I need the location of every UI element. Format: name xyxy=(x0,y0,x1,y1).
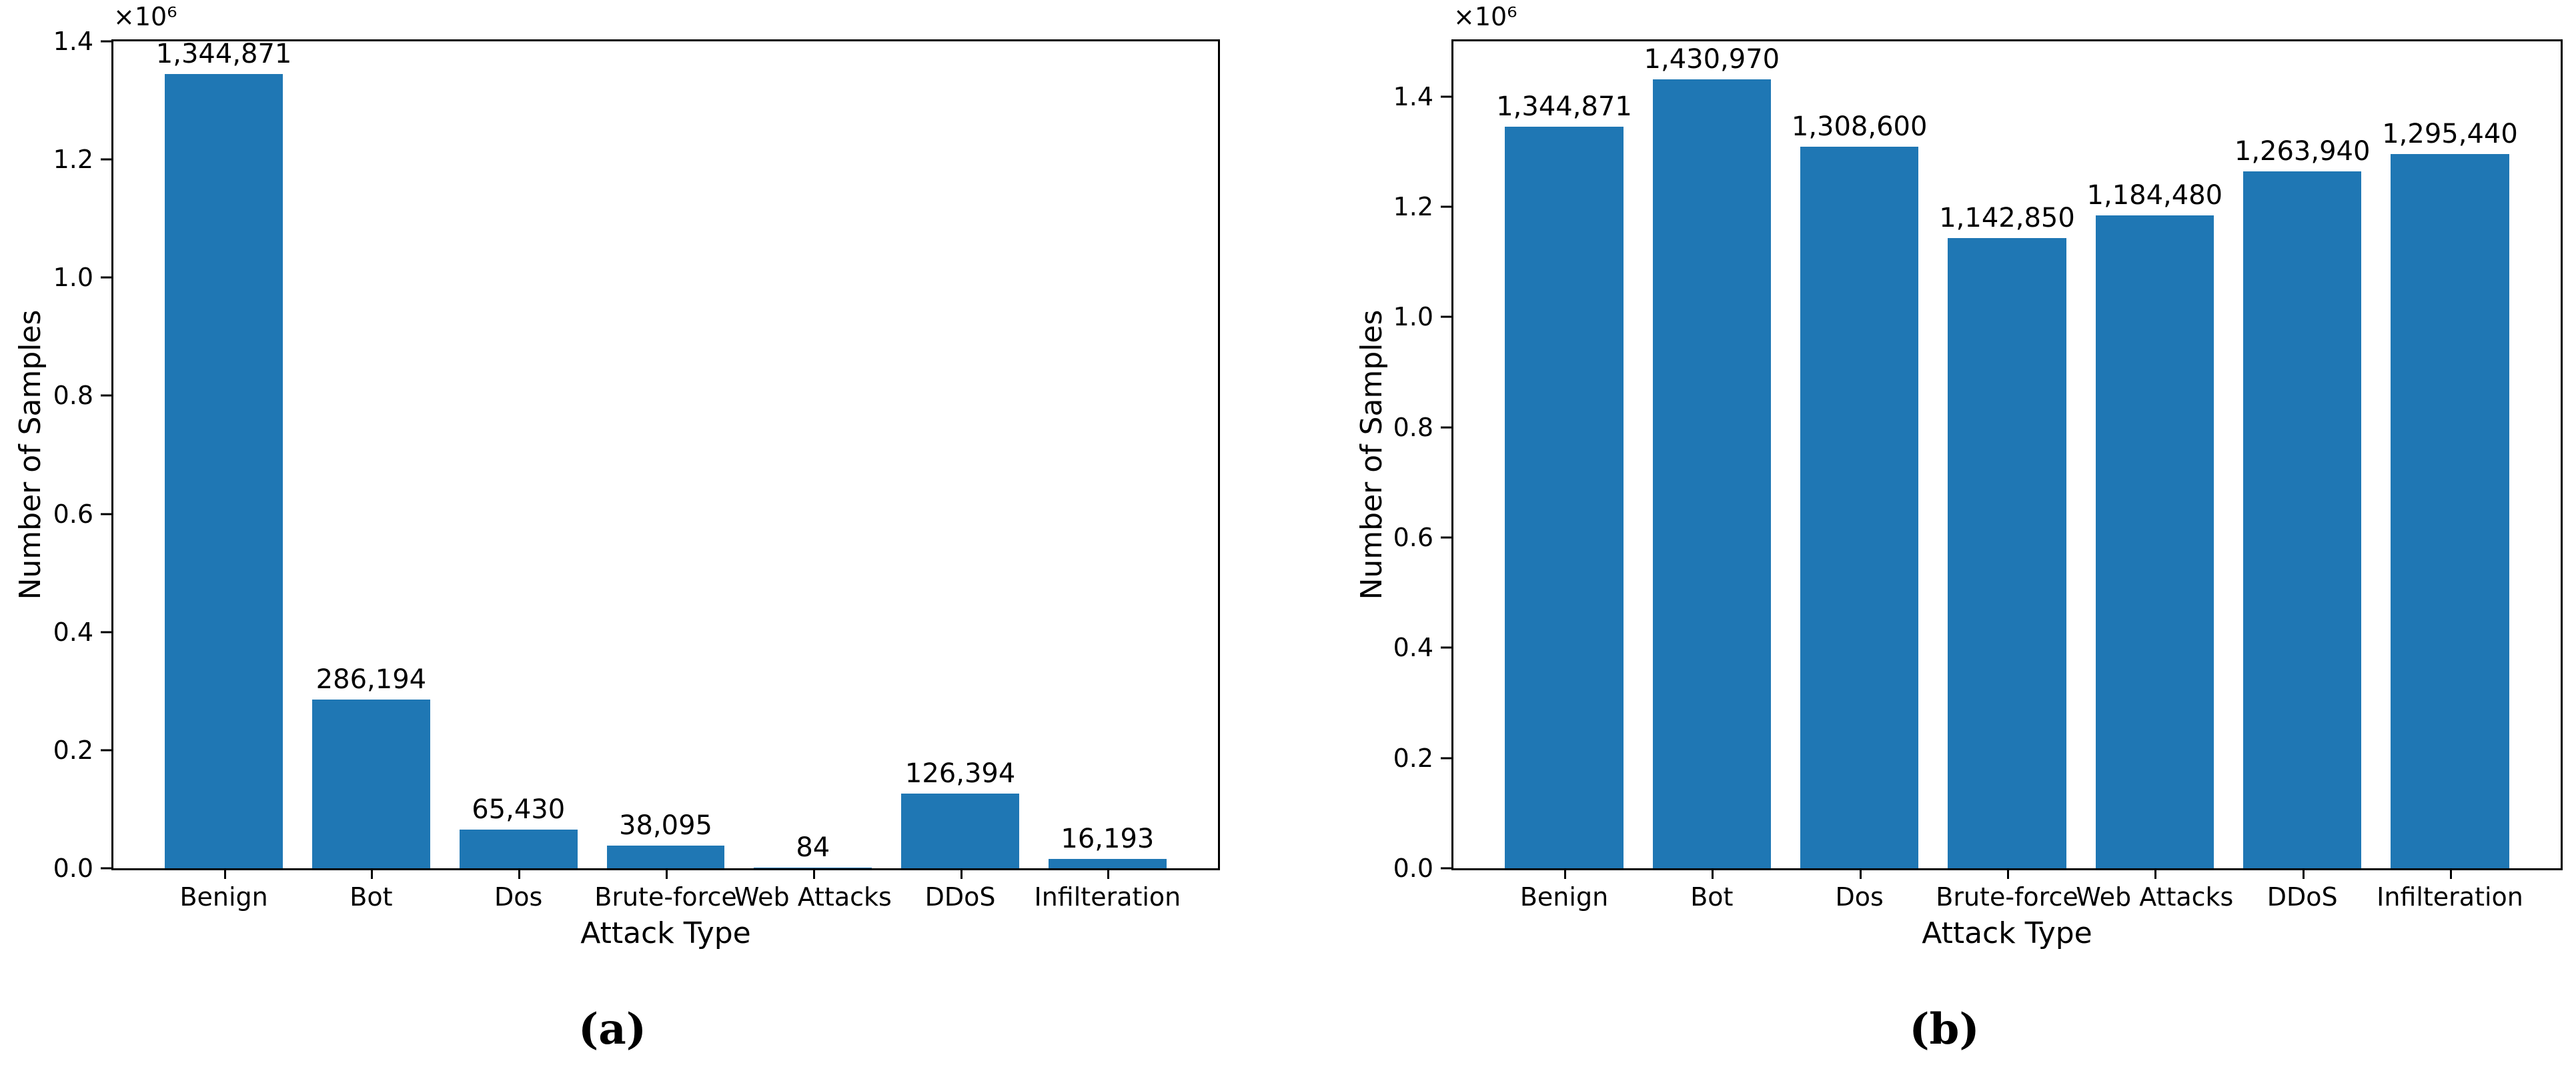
y-tick-label: 1.4 xyxy=(1393,81,1433,111)
bar-value-label: 286,194 xyxy=(315,664,427,695)
bar-value-label: 1,295,440 xyxy=(2382,119,2518,149)
bar xyxy=(2095,215,2214,868)
bar xyxy=(901,794,1019,868)
x-tick-label: Infilteration xyxy=(2377,882,2523,912)
figure-caption: (b) xyxy=(1909,1004,1980,1054)
x-tick-label: Brute-force xyxy=(1936,882,2078,912)
y-tick-mark xyxy=(1441,536,1451,539)
y-tick-label: 0.0 xyxy=(53,854,93,883)
bar-value-label: 1,263,940 xyxy=(2234,136,2371,167)
x-tick-label: Benign xyxy=(1519,882,1609,912)
bar-value-label: 1,344,871 xyxy=(155,39,292,69)
x-tick-label: DDoS xyxy=(2267,882,2338,912)
x-tick-label: Web Attacks xyxy=(734,882,892,912)
y-tick-mark xyxy=(101,513,111,515)
y-tick-mark xyxy=(1441,646,1451,649)
y-tick-label: 0.0 xyxy=(1393,854,1433,883)
x-tick-label: Dos xyxy=(1835,882,1884,912)
bar xyxy=(1505,127,1624,868)
bar xyxy=(312,700,430,868)
y-axis-offset-text: ×10⁶ xyxy=(1453,2,1517,31)
figure-caption: (a) xyxy=(578,1004,647,1054)
y-tick-label: 0.2 xyxy=(1393,743,1433,773)
y-tick-mark xyxy=(101,867,111,870)
y-axis-label: Number of Samples xyxy=(13,309,47,600)
y-tick-label: 1.0 xyxy=(1393,302,1433,332)
y-tick-mark xyxy=(101,40,111,43)
bar-value-label: 1,142,850 xyxy=(1939,203,2075,233)
bar-value-label: 38,095 xyxy=(619,810,712,841)
x-tick-mark xyxy=(1564,868,1566,879)
x-tick-label: Benign xyxy=(179,882,268,912)
x-tick-label: Web Attacks xyxy=(2076,882,2234,912)
x-tick-mark xyxy=(371,868,374,879)
bar xyxy=(2243,171,2362,868)
x-tick-mark xyxy=(2007,868,2009,879)
bar-value-label: 16,193 xyxy=(1061,824,1155,854)
y-tick-label: 0.6 xyxy=(53,499,93,529)
x-tick-label: Dos xyxy=(494,882,543,912)
x-tick-mark xyxy=(518,868,521,879)
x-tick-label: DDoS xyxy=(924,882,996,912)
bar-value-label: 126,394 xyxy=(904,758,1016,789)
bar-value-label: 1,430,970 xyxy=(1644,44,1780,75)
bar xyxy=(165,74,283,868)
y-tick-label: 1.2 xyxy=(1393,192,1433,221)
bar xyxy=(606,846,725,868)
bar xyxy=(459,830,578,868)
y-tick-mark xyxy=(1441,867,1451,870)
bar-value-label: 1,308,600 xyxy=(1791,111,1928,142)
x-tick-mark xyxy=(2302,868,2305,879)
y-tick-label: 0.4 xyxy=(53,617,93,647)
bar-value-label: 65,430 xyxy=(472,794,566,825)
y-tick-label: 0.2 xyxy=(53,735,93,765)
y-tick-label: 1.0 xyxy=(53,263,93,293)
x-tick-label: Bot xyxy=(350,882,393,912)
y-tick-mark xyxy=(1441,205,1451,208)
x-tick-label: Bot xyxy=(1690,882,1734,912)
bar xyxy=(1652,79,1771,868)
bar xyxy=(1800,147,1919,868)
bar-value-label: 1,344,871 xyxy=(1496,91,1632,122)
y-tick-mark xyxy=(1441,95,1451,98)
y-tick-label: 0.8 xyxy=(1393,412,1433,442)
x-tick-mark xyxy=(223,868,226,879)
bar-value-label: 84 xyxy=(796,832,830,863)
x-tick-mark xyxy=(2450,868,2452,879)
x-tick-mark xyxy=(2154,868,2157,879)
y-tick-label: 0.6 xyxy=(1393,523,1433,552)
bar xyxy=(1049,859,1167,868)
y-tick-mark xyxy=(101,394,111,397)
y-tick-mark xyxy=(1441,315,1451,318)
x-tick-mark xyxy=(960,868,962,879)
x-tick-label: Infilteration xyxy=(1034,882,1181,912)
y-tick-mark xyxy=(1441,426,1451,429)
x-tick-mark xyxy=(666,868,668,879)
bar xyxy=(2391,154,2509,868)
bar xyxy=(1948,238,2066,868)
bar-value-label: 1,184,480 xyxy=(2086,180,2223,211)
plot-area xyxy=(111,39,1220,870)
x-tick-mark xyxy=(1712,868,1714,879)
y-tick-label: 0.4 xyxy=(1393,633,1433,663)
y-tick-mark xyxy=(101,631,111,634)
x-axis-label: Attack Type xyxy=(580,916,751,950)
y-tick-mark xyxy=(101,749,111,752)
y-tick-mark xyxy=(101,276,111,279)
y-tick-label: 0.8 xyxy=(53,381,93,411)
y-axis-offset-text: ×10⁶ xyxy=(113,2,177,31)
y-tick-mark xyxy=(101,158,111,161)
x-tick-mark xyxy=(1859,868,1862,879)
y-tick-mark xyxy=(1441,757,1451,760)
y-axis-label: Number of Samples xyxy=(1355,309,1389,600)
y-tick-label: 1.4 xyxy=(53,27,93,56)
x-tick-mark xyxy=(1107,868,1110,879)
y-tick-label: 1.2 xyxy=(53,145,93,175)
x-tick-label: Brute-force xyxy=(594,882,737,912)
x-axis-label: Attack Type xyxy=(1922,916,2092,950)
x-tick-mark xyxy=(812,868,815,879)
